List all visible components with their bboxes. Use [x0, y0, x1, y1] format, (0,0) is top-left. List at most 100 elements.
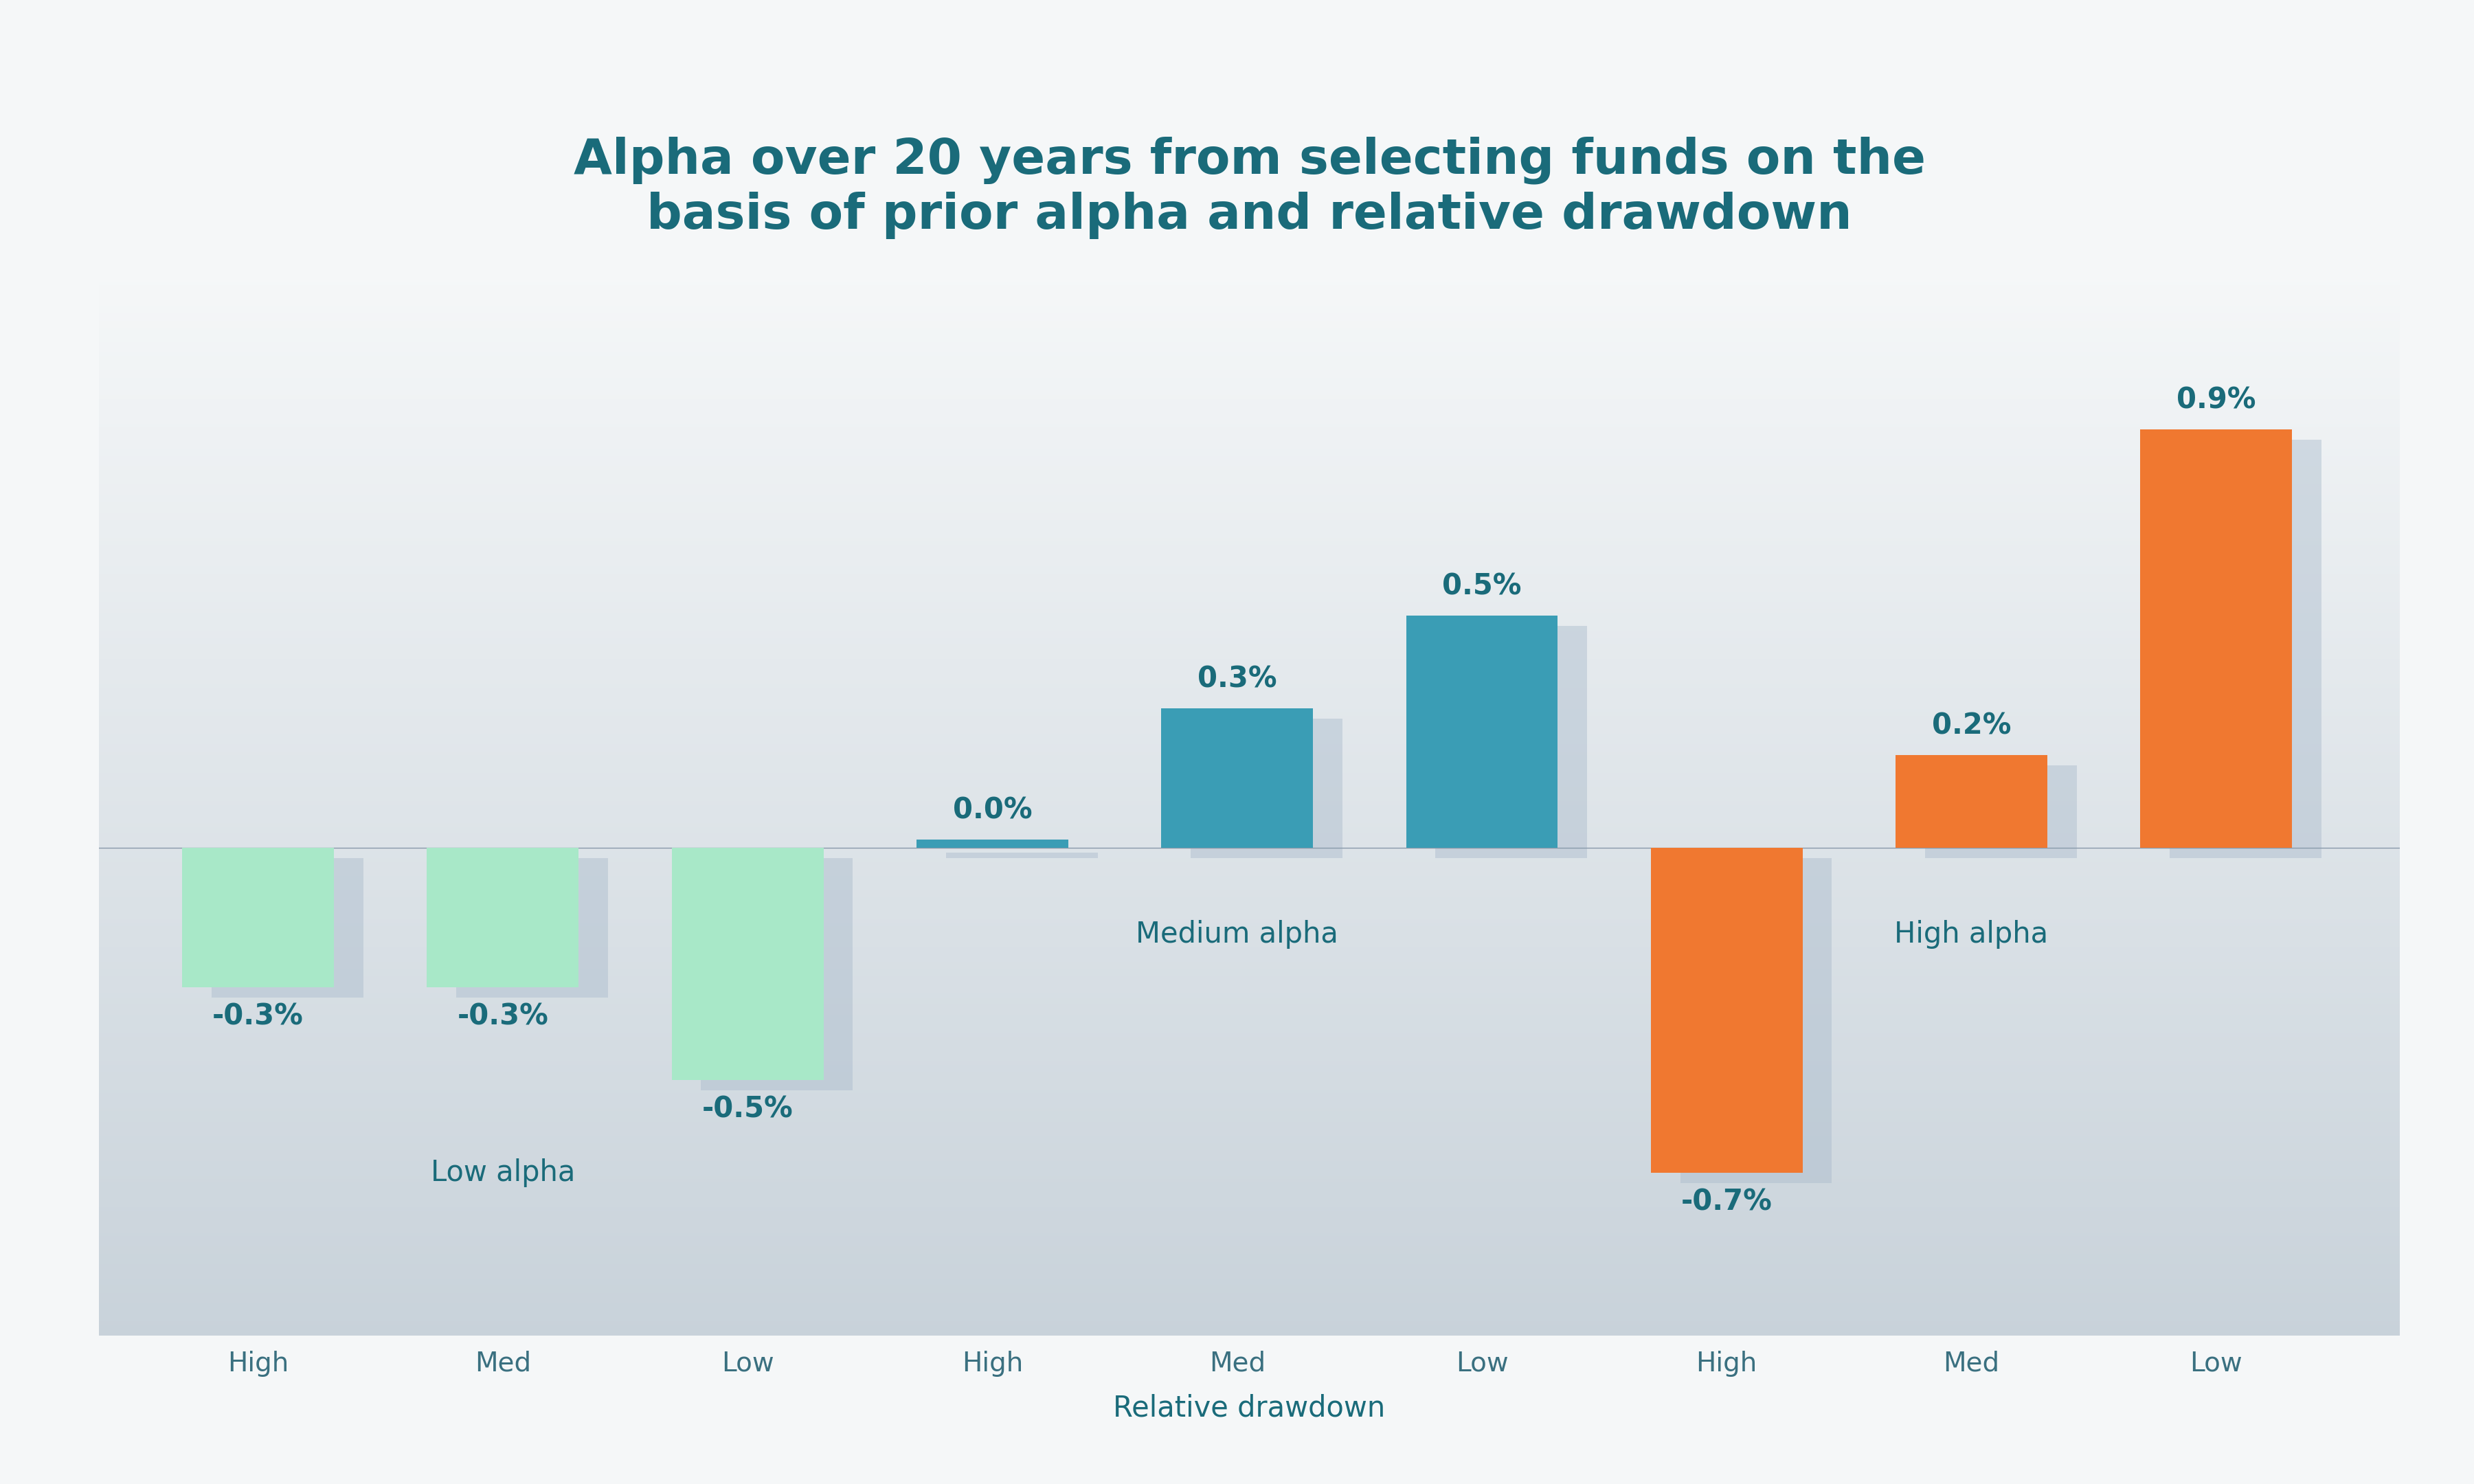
Bar: [99, 417, 2400, 420]
Bar: [99, 1204, 2400, 1208]
Bar: [99, 1160, 2400, 1165]
Text: 0.2%: 0.2%: [1932, 711, 2011, 741]
Bar: [99, 392, 2400, 395]
Bar: [99, 1012, 2400, 1015]
Bar: [99, 901, 2400, 905]
Bar: [2170, 439, 2321, 858]
Bar: [99, 787, 2400, 791]
Bar: [99, 1175, 2400, 1178]
Bar: [99, 1155, 2400, 1158]
Bar: [99, 519, 2400, 524]
Bar: [99, 570, 2400, 573]
Bar: [99, 1083, 2400, 1086]
Bar: [99, 723, 2400, 727]
Bar: [99, 1236, 2400, 1239]
Bar: [99, 282, 2400, 285]
Bar: [99, 911, 2400, 916]
Bar: [99, 389, 2400, 392]
Bar: [99, 1257, 2400, 1261]
Bar: [99, 1054, 2400, 1058]
Bar: [99, 1218, 2400, 1221]
Bar: [99, 741, 2400, 745]
Text: 0.5%: 0.5%: [1442, 571, 1522, 601]
Bar: [99, 623, 2400, 626]
Bar: [915, 840, 1069, 847]
Bar: [99, 527, 2400, 531]
Bar: [99, 1250, 2400, 1254]
Bar: [99, 513, 2400, 516]
Bar: [99, 634, 2400, 638]
Bar: [99, 1190, 2400, 1193]
Bar: [99, 608, 2400, 613]
Text: Medium alpha: Medium alpha: [1136, 920, 1338, 948]
Bar: [99, 275, 2400, 278]
Bar: [1190, 718, 1343, 858]
Bar: [99, 873, 2400, 876]
Text: 0.9%: 0.9%: [2177, 386, 2256, 416]
Bar: [99, 1244, 2400, 1247]
Bar: [99, 809, 2400, 812]
Bar: [99, 692, 2400, 695]
Bar: [99, 923, 2400, 926]
Bar: [99, 709, 2400, 712]
Bar: [99, 353, 2400, 356]
Bar: [99, 979, 2400, 982]
Bar: [99, 1267, 2400, 1272]
Bar: [99, 1112, 2400, 1114]
Bar: [99, 1040, 2400, 1043]
Bar: [99, 773, 2400, 776]
Bar: [99, 453, 2400, 456]
Bar: [99, 834, 2400, 837]
Bar: [99, 285, 2400, 288]
Bar: [99, 959, 2400, 962]
Bar: [99, 374, 2400, 377]
Bar: [99, 987, 2400, 990]
Bar: [99, 567, 2400, 570]
Bar: [183, 847, 334, 987]
Bar: [99, 702, 2400, 705]
Bar: [99, 905, 2400, 908]
Bar: [99, 595, 2400, 598]
Bar: [99, 306, 2400, 310]
Bar: [99, 887, 2400, 890]
Bar: [2140, 430, 2291, 847]
Bar: [99, 555, 2400, 559]
Bar: [99, 876, 2400, 880]
Bar: [99, 331, 2400, 335]
Bar: [99, 442, 2400, 445]
Bar: [99, 1150, 2400, 1155]
Bar: [99, 659, 2400, 662]
Bar: [99, 1282, 2400, 1285]
Bar: [99, 1196, 2400, 1201]
Bar: [99, 1221, 2400, 1226]
Bar: [213, 858, 364, 997]
Bar: [99, 509, 2400, 513]
Bar: [99, 580, 2400, 585]
Bar: [99, 1293, 2400, 1297]
Bar: [99, 381, 2400, 384]
Bar: [99, 413, 2400, 417]
Bar: [99, 855, 2400, 858]
Bar: [99, 573, 2400, 577]
Bar: [99, 481, 2400, 484]
Bar: [99, 738, 2400, 741]
Bar: [99, 585, 2400, 588]
Bar: [99, 430, 2400, 435]
Bar: [99, 830, 2400, 834]
Bar: [99, 644, 2400, 649]
Bar: [99, 816, 2400, 819]
Bar: [99, 822, 2400, 827]
Bar: [99, 377, 2400, 381]
Bar: [99, 631, 2400, 634]
Bar: [99, 1147, 2400, 1150]
Bar: [99, 1310, 2400, 1315]
Bar: [99, 1094, 2400, 1097]
Bar: [99, 1066, 2400, 1068]
Bar: [99, 491, 2400, 496]
Bar: [99, 318, 2400, 321]
Bar: [99, 1000, 2400, 1005]
Bar: [99, 1132, 2400, 1137]
Bar: [99, 951, 2400, 954]
Bar: [99, 499, 2400, 502]
Bar: [99, 908, 2400, 911]
